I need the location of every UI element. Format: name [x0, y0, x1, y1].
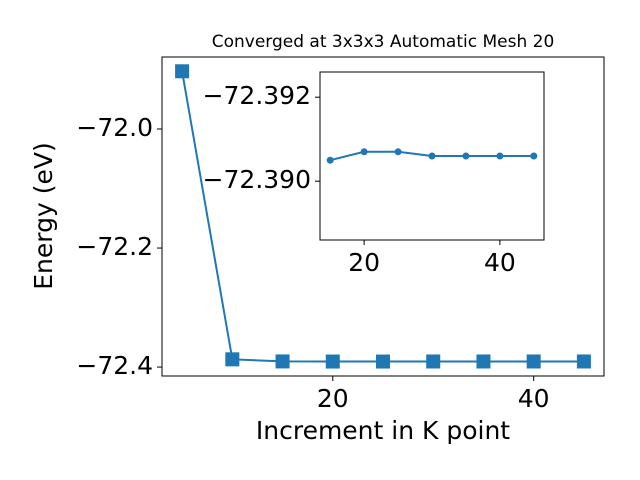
chart-title: Converged at 3x3x3 Automatic Mesh 20 — [212, 32, 555, 52]
marker — [576, 354, 591, 369]
marker — [476, 354, 491, 369]
y-axis-label: Energy (eV) — [29, 142, 58, 289]
marker — [496, 152, 504, 160]
x-tick-label: 20 — [317, 384, 349, 413]
marker — [428, 152, 436, 160]
marker — [275, 354, 290, 369]
marker — [462, 152, 470, 160]
x-axis-label: Increment in K point — [256, 416, 510, 445]
marker — [326, 156, 334, 164]
y-tick-label: −72.2 — [76, 232, 153, 261]
marker — [530, 152, 538, 160]
marker — [376, 354, 390, 369]
y-tick-label: −72.0 — [76, 113, 153, 142]
marker — [394, 148, 402, 156]
marker — [526, 354, 541, 369]
marker — [225, 352, 240, 367]
marker — [426, 354, 441, 369]
marker — [360, 148, 368, 156]
x-tick-label: 20 — [348, 248, 380, 277]
y-tick-label: −72.4 — [76, 351, 153, 380]
x-tick-label: 40 — [518, 384, 550, 413]
y-tick-label: −72.390 — [203, 165, 311, 194]
x-tick-label: 40 — [484, 248, 516, 277]
marker — [175, 64, 190, 79]
marker — [325, 354, 340, 369]
y-tick-label: −72.392 — [203, 81, 311, 110]
